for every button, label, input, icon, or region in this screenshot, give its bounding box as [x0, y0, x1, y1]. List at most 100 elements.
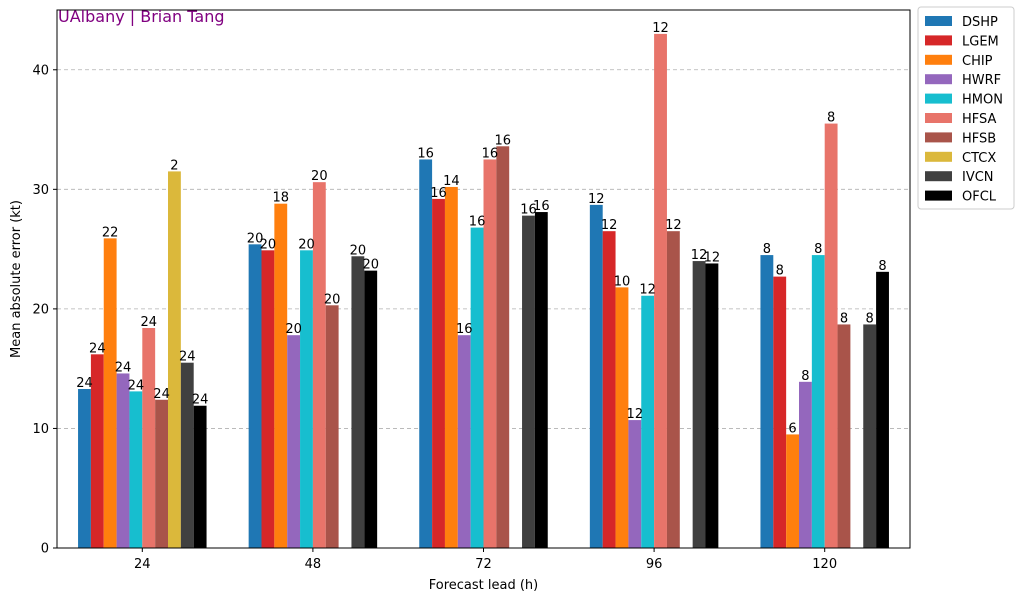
- bar-count-label: 20: [298, 237, 315, 252]
- bar-lgem-96: [602, 231, 616, 548]
- bar-count-label: 6: [788, 421, 796, 436]
- bar-count-label: 24: [179, 350, 196, 365]
- bar-count-label: 16: [520, 203, 537, 218]
- bar-count-label: 12: [665, 218, 682, 233]
- bar-count-label: 14: [443, 174, 460, 189]
- bar-hfsa-48: [312, 182, 326, 548]
- legend-label-chip: CHIP: [962, 54, 993, 69]
- bar-count-label: 20: [311, 169, 328, 184]
- bars: [78, 33, 889, 549]
- bar-count-label: 8: [878, 259, 886, 274]
- bar-count-label: 24: [192, 393, 209, 408]
- bar-count-label: 8: [801, 369, 809, 384]
- bar-hfsb-72: [496, 146, 510, 548]
- legend-swatch-ctcx: [925, 151, 952, 162]
- legend-swatch-hwrf: [925, 74, 952, 85]
- bar-ctcx-24: [168, 171, 181, 548]
- bar-hmon-72: [470, 227, 484, 548]
- bar-count-label: 8: [763, 242, 771, 257]
- bar-ofcl-96: [705, 263, 719, 548]
- x-axis-ticks: 24 48 72 96 120: [134, 548, 837, 572]
- bar-hwrf-120: [799, 381, 812, 548]
- bar-labels: 24 20 16 12 8 24 20 16 12 8 22 18 14 10 6 24 20 16 12 8 24 20…: [76, 21, 886, 437]
- bar-count-label: 16: [430, 186, 447, 201]
- bar-lgem-48: [261, 250, 275, 548]
- bar-lgem-120: [773, 276, 787, 548]
- bar-count-label: 22: [102, 225, 119, 240]
- bar-hfsa-96: [654, 33, 667, 548]
- bar-ofcl-24: [193, 405, 207, 548]
- y-tick-label: 30: [32, 183, 49, 198]
- legend-label-dshp: DSHP: [962, 15, 998, 30]
- bar-chip-96: [615, 287, 629, 548]
- bar-count-label: 12: [601, 218, 618, 233]
- bar-hmon-96: [641, 295, 655, 548]
- bar-ofcl-48: [364, 270, 378, 548]
- bar-count-label: 20: [260, 237, 277, 252]
- bar-count-label: 16: [533, 199, 550, 214]
- legend-label-ivcn: IVCN: [962, 170, 994, 185]
- bar-hwrf-96: [628, 420, 642, 548]
- bar-count-label: 16: [469, 215, 486, 230]
- bar-count-label: 12: [652, 21, 669, 36]
- bar-ivcn-72: [522, 215, 535, 548]
- bar-count-label: 12: [691, 248, 708, 263]
- bar-count-label: 2: [170, 158, 178, 173]
- y-tick-label: 0: [41, 542, 49, 557]
- x-axis-title: Forecast lead (h): [429, 578, 538, 593]
- bar-dshp-96: [589, 204, 603, 548]
- legend-label-hfsb: HFSB: [962, 131, 996, 146]
- bar-ivcn-24: [180, 362, 194, 548]
- legend-label-ctcx: CTCX: [962, 151, 996, 166]
- bar-hmon-120: [811, 255, 825, 549]
- legend-swatch-ivcn: [925, 171, 952, 182]
- y-tick-label: 10: [32, 422, 49, 437]
- bar-dshp-72: [419, 159, 433, 548]
- y-tick-label: 40: [32, 63, 49, 78]
- legend-label-hfsa: HFSA: [962, 112, 997, 127]
- bar-count-label: 8: [827, 111, 835, 126]
- bar-count-label: 24: [89, 341, 106, 356]
- credit-text: UAlbany | Brian Tang: [58, 7, 225, 26]
- x-tick-label: 96: [646, 557, 663, 572]
- x-tick-label: 24: [134, 557, 151, 572]
- bar-dshp-24: [78, 388, 91, 548]
- bar-hfsa-120: [824, 123, 838, 549]
- bar-count-label: 20: [324, 292, 341, 307]
- bar-chip-120: [786, 434, 799, 548]
- bar-ivcn-96: [692, 261, 706, 548]
- bar-count-label: 20: [247, 231, 264, 246]
- bar-hwrf-24: [116, 373, 130, 548]
- y-axis-ticks: 0 10 20 30 40: [32, 63, 57, 557]
- y-axis-title: Mean absolute error (kt): [9, 200, 24, 358]
- x-tick-label: 72: [475, 557, 492, 572]
- bar-count-label: 16: [495, 133, 512, 148]
- legend-swatch-hfsa: [925, 113, 952, 123]
- bar-hwrf-48: [287, 335, 301, 548]
- bar-ofcl-72: [534, 212, 548, 548]
- legend-label-hmon: HMON: [962, 93, 1003, 108]
- bar-count-label: 20: [362, 258, 379, 273]
- bar-hfsb-24: [155, 399, 168, 548]
- bar-chip-24: [103, 238, 117, 548]
- bar-dshp-120: [760, 255, 774, 549]
- bar-count-label: 24: [115, 360, 132, 375]
- x-tick-label: 120: [812, 557, 837, 572]
- bar-count-label: 8: [840, 311, 848, 326]
- legend-swatch-hmon: [925, 93, 952, 104]
- legend-swatch-chip: [925, 54, 952, 65]
- bar-hfsb-120: [837, 324, 851, 548]
- bar-count-label: 8: [866, 311, 874, 326]
- x-tick-label: 48: [305, 557, 322, 572]
- legend: DSHP LGEM CHIP HWRF HMON HFSA HFSB CTCX IVCN OFCL: [917, 6, 1015, 210]
- bar-count-label: 20: [350, 243, 367, 258]
- bar-count-label: 16: [456, 322, 473, 337]
- bar-count-label: 24: [153, 387, 170, 402]
- bar-dshp-48: [248, 244, 262, 548]
- bar-count-label: 20: [285, 322, 302, 337]
- bar-ofcl-120: [876, 271, 889, 548]
- legend-label-ofcl: OFCL: [962, 190, 997, 205]
- bar-hfsb-48: [325, 305, 339, 548]
- legend-swatch-hfsb: [925, 132, 952, 143]
- bar-count-label: 24: [140, 315, 157, 330]
